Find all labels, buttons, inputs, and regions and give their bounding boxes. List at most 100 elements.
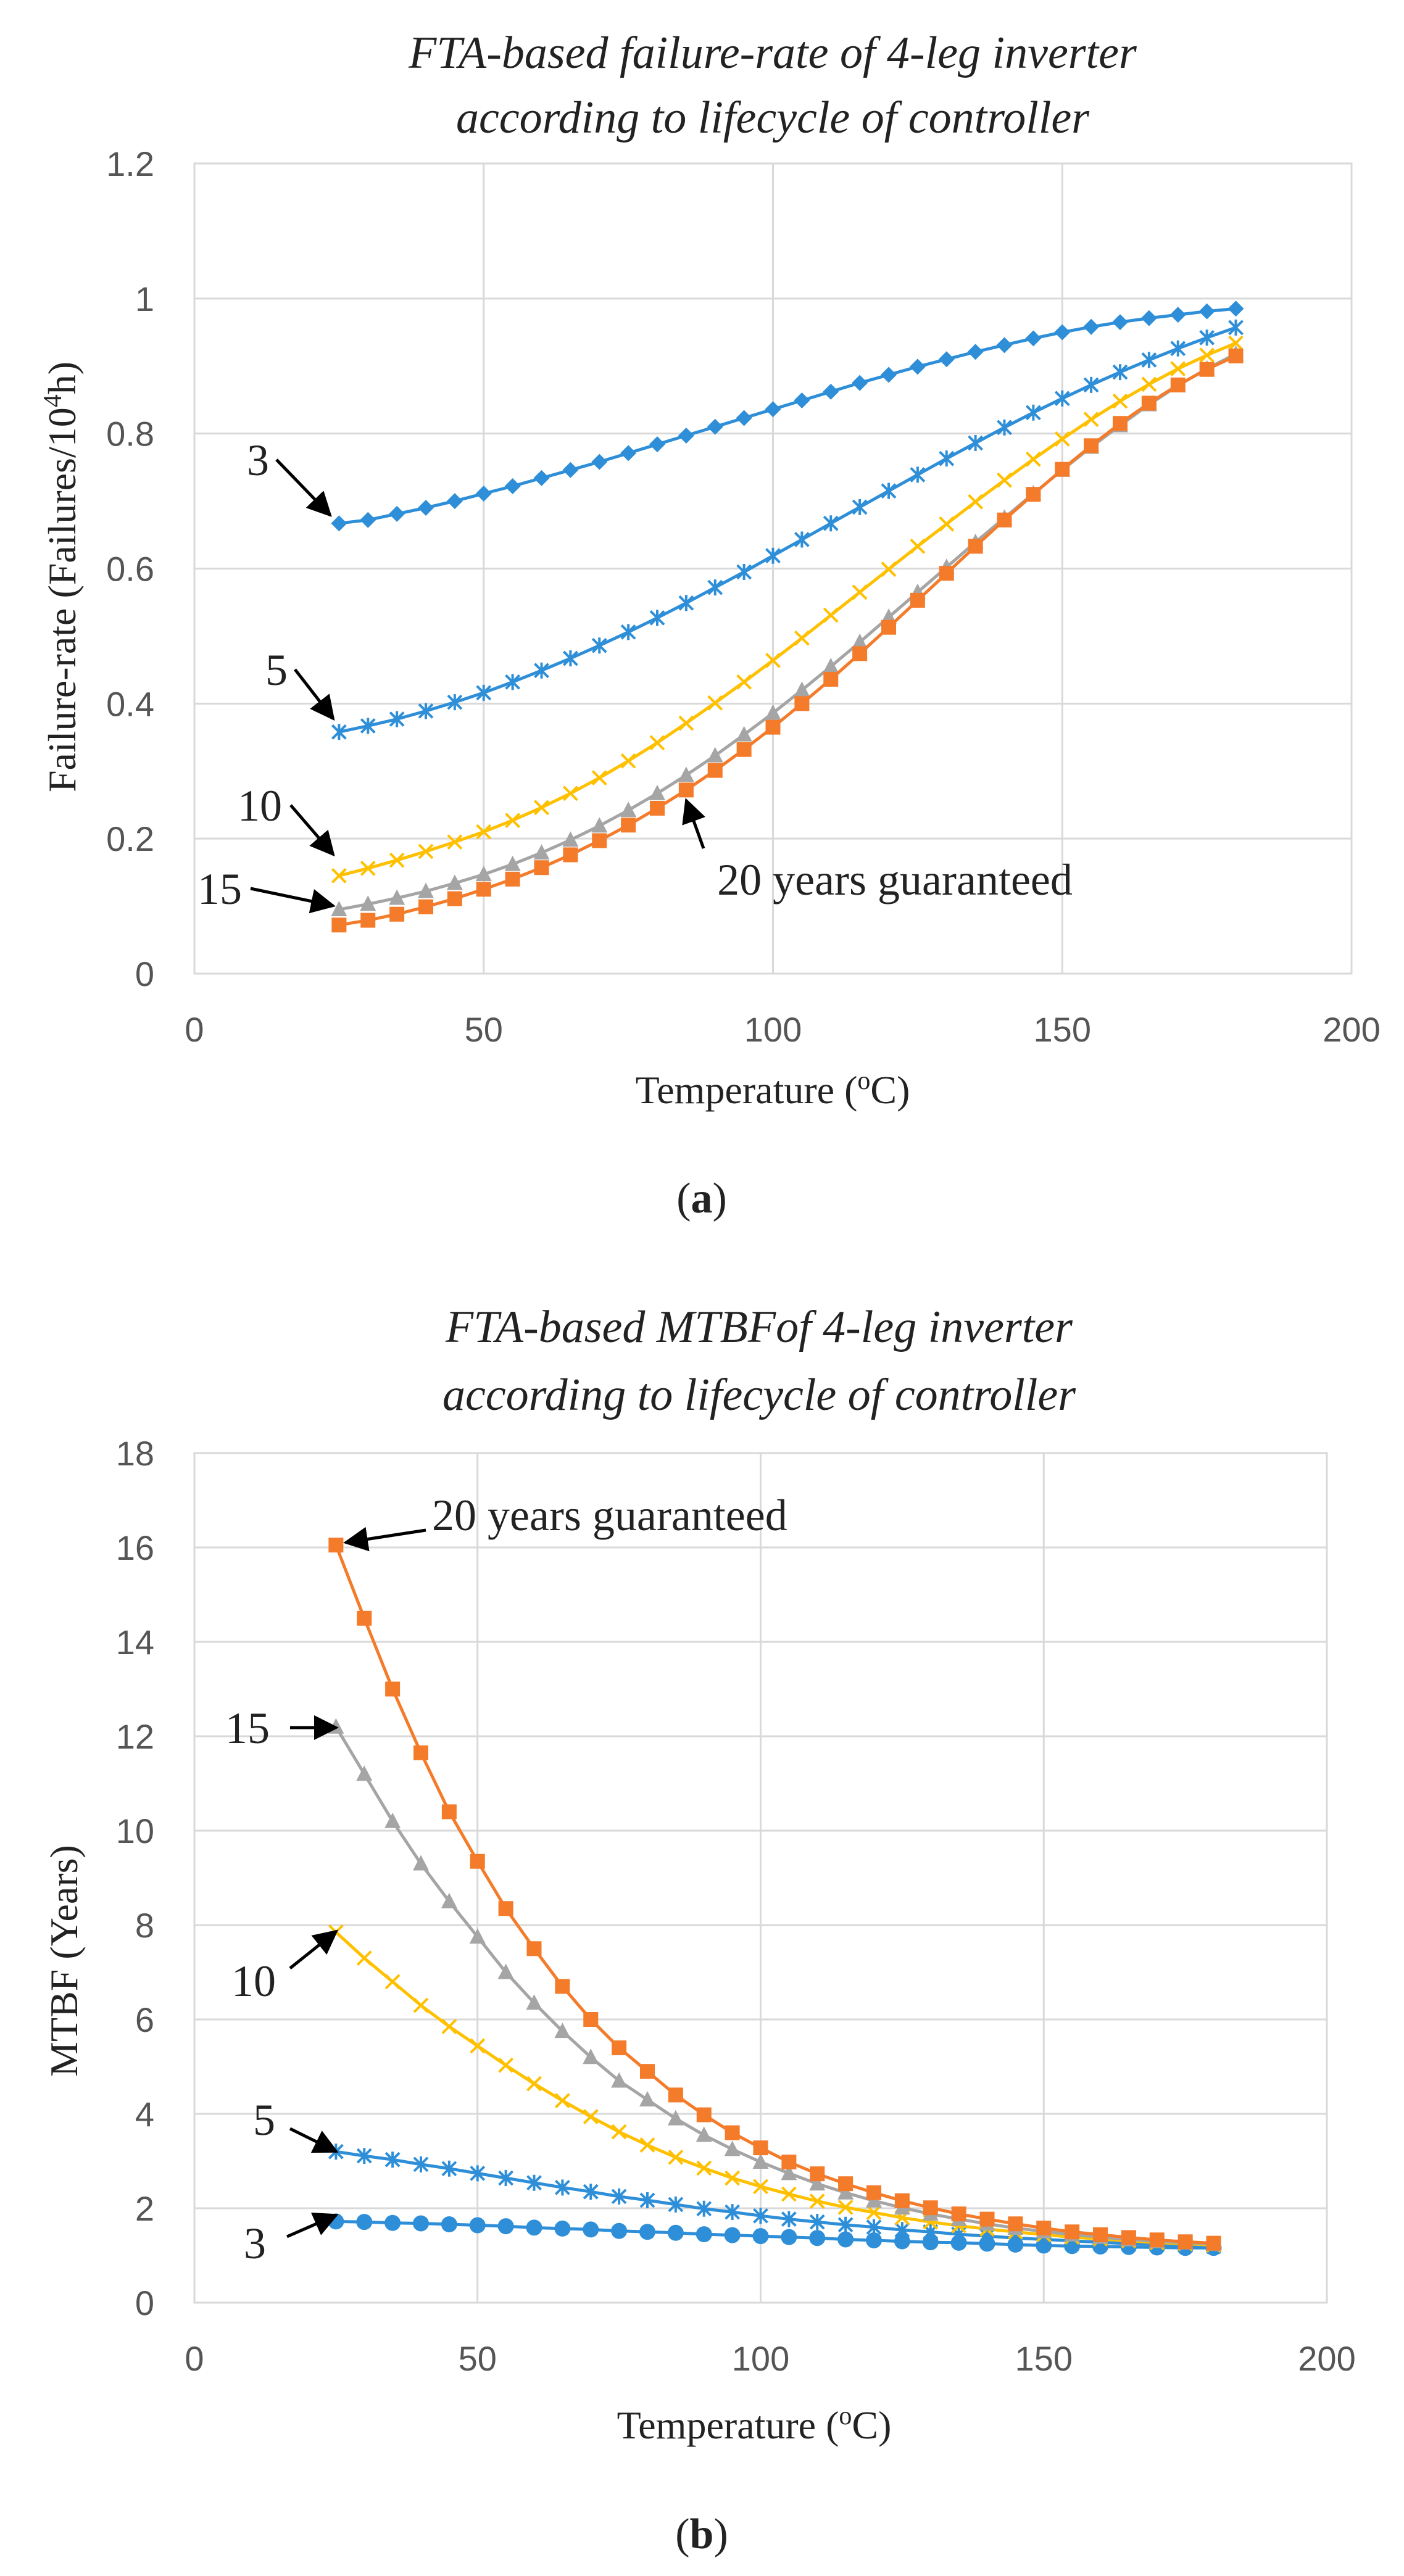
chart-b-caption: (b) — [675, 2511, 728, 2558]
series-0-point — [475, 486, 492, 502]
series-4-point — [328, 1538, 344, 1553]
series-1-point — [534, 662, 549, 679]
series-2-point — [639, 2137, 655, 2153]
x-tick-label: 150 — [1034, 1010, 1091, 1049]
series-4-point — [1228, 348, 1244, 363]
series-2-point — [562, 785, 578, 801]
series-3-point — [533, 844, 550, 860]
chart-a-ylabel: Failure-rate (Failures/104h) — [39, 362, 84, 792]
series-4-point — [563, 847, 578, 863]
series-2-point — [331, 868, 347, 884]
y-tick-label: 14 — [116, 1623, 154, 1662]
series-0-point — [1112, 314, 1128, 331]
series-2-point — [696, 2160, 712, 2176]
annotation-label: 20 years guaranteed — [432, 1491, 787, 1540]
chart-b-annotations: 20 years guaranteed 15 10 5 3 — [225, 1491, 787, 2268]
series-0-point — [1227, 300, 1244, 317]
series-1-point — [331, 724, 347, 740]
series-1-point — [554, 2179, 570, 2196]
series-3-point — [475, 866, 492, 882]
series-2-point — [736, 674, 752, 690]
series-4-point — [650, 800, 665, 816]
series-4-point — [939, 566, 954, 581]
annotation-arrow — [682, 798, 705, 849]
series-0-point — [441, 2216, 457, 2233]
series-3-point — [794, 681, 810, 697]
series-3-point — [497, 1963, 514, 1979]
series-4-point — [968, 539, 983, 554]
series-0-point — [356, 2214, 373, 2230]
y-tick-label: 10 — [116, 1812, 154, 1850]
chart-a-title-line2: according to lifecycle of controller — [456, 93, 1090, 143]
series-1-point — [360, 718, 376, 734]
series-4-point — [1065, 2224, 1080, 2240]
series-0-point — [909, 358, 926, 375]
series-2-point — [707, 695, 723, 711]
series-4-point — [852, 646, 868, 661]
annotation-label: 10 — [238, 781, 282, 830]
series-2-point — [881, 561, 897, 578]
series-1-point — [765, 547, 781, 564]
series-4-point — [951, 2206, 966, 2222]
series-0-point — [554, 2220, 571, 2237]
x-tick-label: 50 — [459, 2339, 497, 2378]
series-2-point — [413, 1997, 429, 2013]
series-4-point — [1149, 2232, 1165, 2248]
annotation-arrow — [289, 2127, 339, 2153]
series-4-point — [1055, 462, 1070, 477]
series-2-point — [1112, 393, 1128, 409]
series-4-point — [753, 2140, 768, 2156]
series-2-point — [753, 2179, 768, 2195]
series-1-point — [1170, 340, 1186, 357]
y-tick-label: 12 — [116, 1717, 154, 1756]
series-2-point — [384, 1974, 401, 1990]
series-2-point — [765, 652, 781, 668]
series-3-point — [562, 831, 579, 847]
failure-rate-chart: FTA-based failure-rate of 4-leg inverter… — [39, 28, 1381, 1222]
series-0-point — [667, 2224, 684, 2241]
series-0-point — [469, 2217, 486, 2234]
series-0-point — [1025, 330, 1042, 347]
series-0 — [331, 300, 1244, 532]
series-1-point — [866, 2219, 882, 2235]
series-1-point — [736, 563, 752, 580]
x-tick-label: 100 — [732, 2339, 789, 2378]
series-2-point — [649, 735, 665, 751]
series-4-point — [1113, 416, 1128, 431]
series-1-point — [591, 637, 607, 654]
series-1-point — [1141, 352, 1157, 368]
series-4-point — [555, 1979, 570, 1994]
series-0-point — [881, 367, 897, 383]
series-3-point — [504, 855, 521, 871]
y-tick-label: 1.2 — [106, 144, 154, 183]
series-0-point — [823, 383, 839, 400]
series-1-point — [678, 595, 694, 611]
series-4-point — [441, 1804, 457, 1820]
series-3-point — [360, 895, 376, 911]
series-2-point — [534, 800, 549, 816]
y-tick-label: 0.2 — [106, 819, 154, 858]
series-1-point — [881, 482, 897, 499]
series-4-point — [526, 1941, 542, 1957]
series-0-point — [526, 2219, 542, 2236]
series-1-point — [620, 624, 636, 640]
series-0-point — [649, 436, 665, 453]
series-3-point — [678, 766, 694, 782]
series-3-point — [696, 2126, 712, 2142]
series-2-point — [678, 715, 694, 731]
series-4-point — [1036, 2221, 1052, 2236]
x-tick-label: 100 — [744, 1010, 802, 1049]
series-4-line — [334, 1544, 1214, 2245]
series-2-point — [1170, 361, 1186, 377]
chart-a-tick-labels: 0 0.2 0.4 0.6 0.8 1 1.2 0 50 100 150 200 — [106, 144, 1381, 1049]
series-0-point — [852, 375, 868, 391]
series-3-point — [418, 882, 434, 898]
series-2-point — [1025, 451, 1041, 467]
series-2-point — [668, 2149, 684, 2165]
series-3-point — [667, 2110, 684, 2126]
series-3-point — [356, 1765, 373, 1781]
series-4-point — [1093, 2227, 1108, 2242]
series-2 — [328, 1924, 1221, 2253]
x-tick-label: 200 — [1298, 2339, 1355, 2378]
